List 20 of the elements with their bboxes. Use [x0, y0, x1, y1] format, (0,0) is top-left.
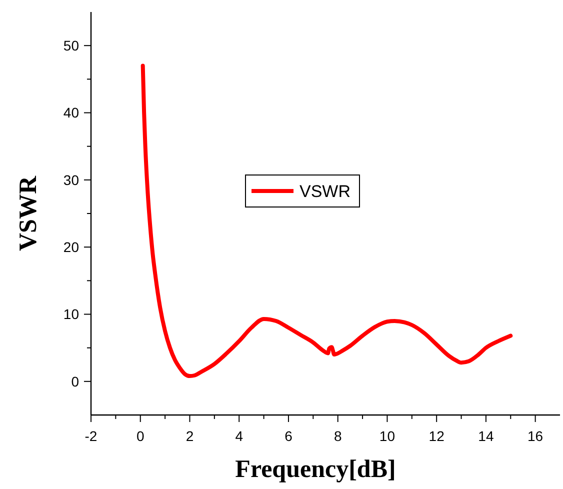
y-tick-label: 0 — [71, 373, 80, 390]
x-tick-label: 14 — [478, 428, 494, 444]
y-tick-label: 10 — [63, 306, 80, 322]
y-tick-label: 40 — [63, 104, 80, 121]
x-tick-label: 8 — [334, 428, 342, 444]
x-axis-title: Frequency[dB] — [235, 456, 396, 483]
x-tick-label: 4 — [235, 428, 244, 444]
x-tick-label: -2 — [84, 428, 98, 444]
y-tick-label: 20 — [63, 238, 80, 255]
x-tick-label: 10 — [379, 428, 396, 444]
x-tick-label: 2 — [186, 428, 194, 444]
x-tick-label: 0 — [136, 428, 144, 444]
x-tick-label: 16 — [528, 428, 544, 444]
y-tick-label: 30 — [63, 172, 80, 188]
x-tick-label: 6 — [284, 428, 293, 444]
y-axis-title: VSWR — [15, 175, 42, 252]
line-series — [140, 64, 513, 378]
x-tick-label: 12 — [428, 428, 445, 444]
y-tick-label: 50 — [63, 37, 80, 54]
legend-label: VSWR — [300, 182, 350, 201]
